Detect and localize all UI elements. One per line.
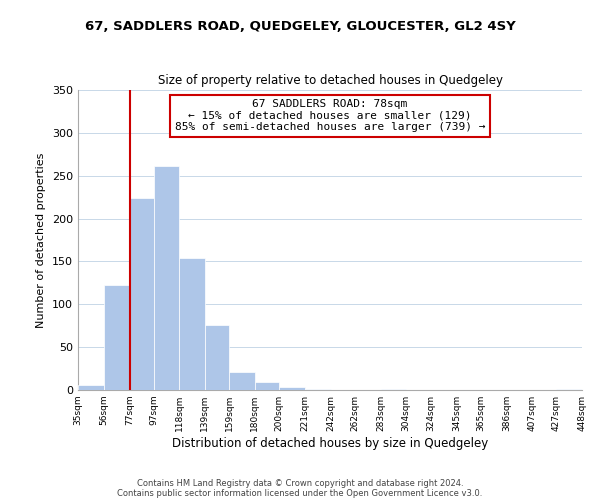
X-axis label: Distribution of detached houses by size in Quedgeley: Distribution of detached houses by size …	[172, 437, 488, 450]
Bar	[129, 198, 154, 390]
Text: Contains public sector information licensed under the Open Government Licence v3: Contains public sector information licen…	[118, 488, 482, 498]
Bar	[305, 389, 331, 390]
Bar	[380, 389, 406, 390]
Bar	[556, 389, 582, 390]
Y-axis label: Number of detached properties: Number of detached properties	[37, 152, 46, 328]
Text: 67, SADDLERS ROAD, QUEDGELEY, GLOUCESTER, GL2 4SY: 67, SADDLERS ROAD, QUEDGELEY, GLOUCESTER…	[85, 20, 515, 33]
Bar	[104, 284, 129, 390]
Bar	[179, 258, 205, 390]
Bar	[78, 385, 104, 390]
Bar	[229, 372, 255, 390]
Title: Size of property relative to detached houses in Quedgeley: Size of property relative to detached ho…	[157, 74, 503, 88]
Bar	[280, 388, 305, 390]
Text: 67 SADDLERS ROAD: 78sqm
← 15% of detached houses are smaller (129)
85% of semi-d: 67 SADDLERS ROAD: 78sqm ← 15% of detache…	[175, 99, 485, 132]
Bar	[205, 325, 229, 390]
Text: Contains HM Land Registry data © Crown copyright and database right 2024.: Contains HM Land Registry data © Crown c…	[137, 478, 463, 488]
Bar	[255, 382, 280, 390]
Bar	[154, 166, 179, 390]
